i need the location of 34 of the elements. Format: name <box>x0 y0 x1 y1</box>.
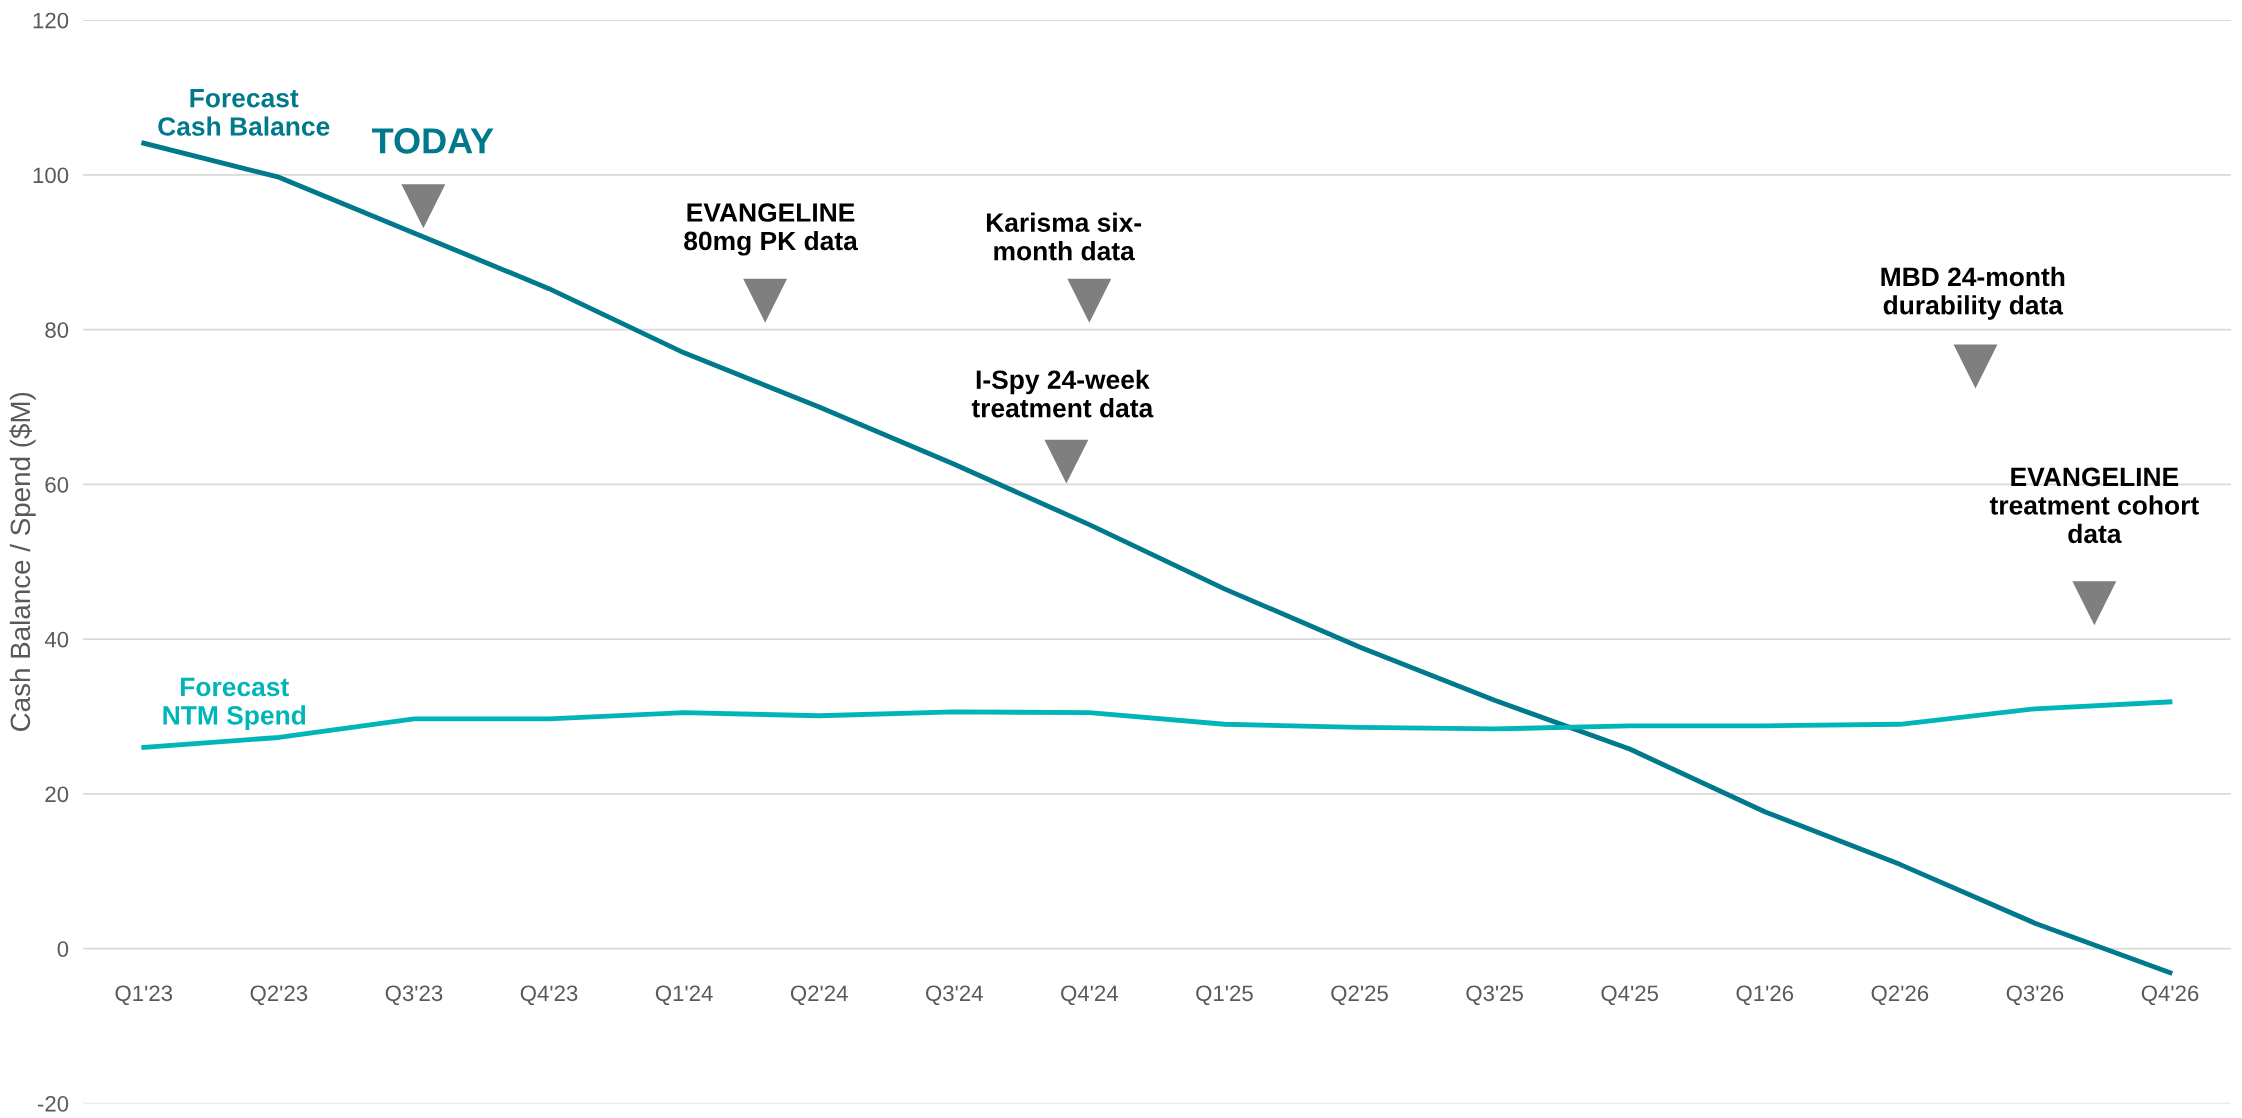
annotation: EVANGELINE 80mg PK data <box>684 203 858 256</box>
x-tick-label: Q3'26 <box>2006 985 2064 1006</box>
annotation: I-Spy 24-week treatment data <box>971 369 1154 418</box>
series-label: Forecast NTM Spend <box>163 677 306 730</box>
y-tick-label: 20 <box>45 786 69 803</box>
x-tick-label: Q2'24 <box>790 985 848 1006</box>
x-tick-label: Q2'26 <box>1871 985 1929 1006</box>
series-label: Forecast Cash Balance <box>158 88 330 136</box>
x-tick-label: Q1'23 <box>115 985 173 1006</box>
y-tick-label: 40 <box>44 631 69 648</box>
annotation: MBD 24-month durability data <box>1881 266 2065 320</box>
y-tick-label: 120 <box>33 12 69 29</box>
x-tick-label: Q2'23 <box>250 985 308 1006</box>
x-tick-label: Q1'25 <box>1196 985 1253 1006</box>
y-tick-label: 80 <box>45 322 69 338</box>
annotation: TODAY <box>372 128 494 154</box>
x-tick-label: Q4'26 <box>2141 985 2199 1006</box>
y-tick-label: 100 <box>33 167 69 184</box>
x-tick-label: Q2'25 <box>1331 985 1388 1006</box>
x-tick-label: Q3'23 <box>385 985 443 1006</box>
x-tick-label: Q1'26 <box>1736 985 1794 1006</box>
line-series <box>141 699 2173 750</box>
y-tick-label: -20 <box>37 1096 69 1112</box>
y-tick-label: 0 <box>57 941 69 957</box>
y-axis-title: Cash Balance / Spend ($M) <box>9 392 36 731</box>
x-tick-label: Q4'25 <box>1601 985 1659 1006</box>
x-tick-label: Q3'25 <box>1466 985 1523 1006</box>
x-tick-label: Q4'23 <box>520 985 578 1006</box>
annotation: EVANGELINE treatment cohort data <box>1989 467 2199 544</box>
annotation: Karisma six- month data <box>986 212 1142 261</box>
x-tick-label: Q3'24 <box>926 985 983 1006</box>
y-tick-label: 60 <box>45 476 69 493</box>
x-tick-label: Q4'24 <box>1061 985 1118 1006</box>
x-tick-label: Q1'24 <box>655 985 713 1006</box>
